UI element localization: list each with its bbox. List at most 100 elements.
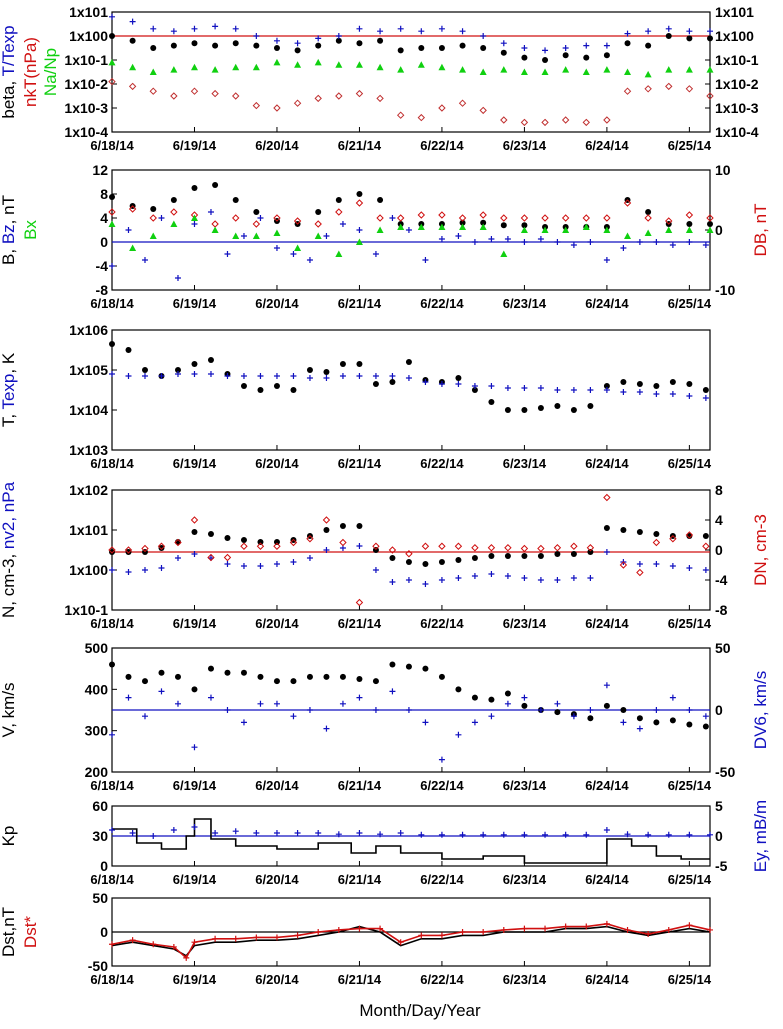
data-point <box>273 561 280 567</box>
data-point <box>389 661 396 668</box>
data-point <box>108 208 116 216</box>
y-axis-label-part: T, <box>0 410 18 428</box>
data-point <box>500 250 508 257</box>
data-point <box>125 673 132 680</box>
data-point <box>459 831 466 838</box>
data-point <box>541 226 549 233</box>
data-point <box>624 68 632 75</box>
data-point <box>174 555 181 561</box>
data-point <box>418 831 425 838</box>
data-point <box>356 373 363 379</box>
y-tick-label-right: 0 <box>715 702 723 718</box>
data-point <box>665 66 673 73</box>
y-axis-label-part: DN, cm-3 <box>751 514 770 586</box>
data-point <box>702 533 709 539</box>
y-tick-label: 50 <box>92 890 108 906</box>
data-point <box>488 553 495 559</box>
series-n <box>109 523 709 567</box>
y-tick-label: 200 <box>85 764 109 780</box>
x-tick-label: 6/20/14 <box>255 616 299 631</box>
data-point <box>335 61 343 68</box>
data-point <box>170 66 178 73</box>
data-point <box>454 542 463 550</box>
data-point <box>109 661 115 668</box>
data-point <box>129 18 136 25</box>
data-point <box>521 702 528 709</box>
data-point <box>397 47 404 54</box>
x-tick-label: 6/25/14 <box>668 296 712 311</box>
data-point <box>459 42 466 49</box>
y-tick-label-right: 0 <box>715 828 723 844</box>
y-axis-label-part: DB, nT <box>751 204 770 257</box>
data-point <box>315 929 322 935</box>
data-point <box>520 544 529 553</box>
y-tick-label: 30 <box>92 828 108 844</box>
data-point <box>315 830 322 836</box>
x-tick-label: 6/18/14 <box>90 616 134 631</box>
data-point <box>537 553 544 559</box>
data-point <box>314 232 322 239</box>
data-point <box>500 116 508 124</box>
data-point <box>232 197 239 203</box>
data-point <box>665 33 672 39</box>
data-point <box>257 700 264 707</box>
y-tick-label: 1x101 <box>69 4 108 20</box>
data-point <box>471 239 478 245</box>
data-point <box>256 542 265 550</box>
data-point <box>174 673 181 680</box>
data-point <box>652 538 661 547</box>
data-point <box>224 707 231 713</box>
data-point <box>289 538 298 547</box>
data-point <box>665 25 672 32</box>
data-point <box>624 926 631 933</box>
data-point <box>665 926 672 933</box>
data-point <box>620 389 627 395</box>
data-point <box>537 577 544 583</box>
data-point <box>405 559 412 565</box>
x-tick-label: 6/19/14 <box>173 778 217 793</box>
x-tick-label: 6/18/14 <box>90 296 134 311</box>
data-point <box>653 391 660 397</box>
y-tick-label-right: 1x10-1 <box>715 52 759 68</box>
data-point <box>253 33 260 39</box>
x-tick-label: 6/23/14 <box>503 456 547 471</box>
data-point <box>570 575 577 581</box>
data-point <box>377 925 384 932</box>
data-point <box>125 227 132 233</box>
data-point <box>129 244 137 251</box>
data-point <box>570 713 577 720</box>
data-point <box>335 831 342 838</box>
y-axis-label-part: Bx <box>21 220 40 240</box>
y-axis-label-right: Ey, mB/m <box>751 800 770 872</box>
data-point <box>479 211 487 219</box>
data-point <box>405 227 412 233</box>
y-axis-label-part: beta, <box>0 76 18 118</box>
x-tick-label: 6/25/14 <box>668 778 712 793</box>
data-point <box>521 407 528 413</box>
data-point <box>665 217 673 225</box>
y-tick-label: -8 <box>96 282 109 298</box>
data-point <box>488 399 495 405</box>
data-point <box>323 233 330 239</box>
data-point <box>562 66 570 73</box>
data-point <box>158 565 165 571</box>
data-point <box>372 707 379 713</box>
panel-V: 6/18/14 6/19/14 6/20/14 6/21/14 6/22/14 6/23/… <box>0 640 770 793</box>
x-tick-label: 6/23/14 <box>503 972 547 987</box>
data-point <box>665 82 673 91</box>
data-point <box>603 226 611 233</box>
data-point <box>315 209 322 215</box>
data-point <box>686 28 693 35</box>
y-axis-label: Dst* <box>21 916 40 949</box>
data-point <box>141 713 148 720</box>
data-point <box>707 831 713 838</box>
data-point <box>190 87 199 95</box>
data-point <box>504 700 511 707</box>
data-point <box>417 61 425 68</box>
data-point <box>290 678 297 685</box>
data-point <box>191 221 198 227</box>
data-point <box>418 45 425 51</box>
data-point <box>583 42 590 49</box>
data-point <box>603 387 610 393</box>
data-point <box>150 941 157 948</box>
